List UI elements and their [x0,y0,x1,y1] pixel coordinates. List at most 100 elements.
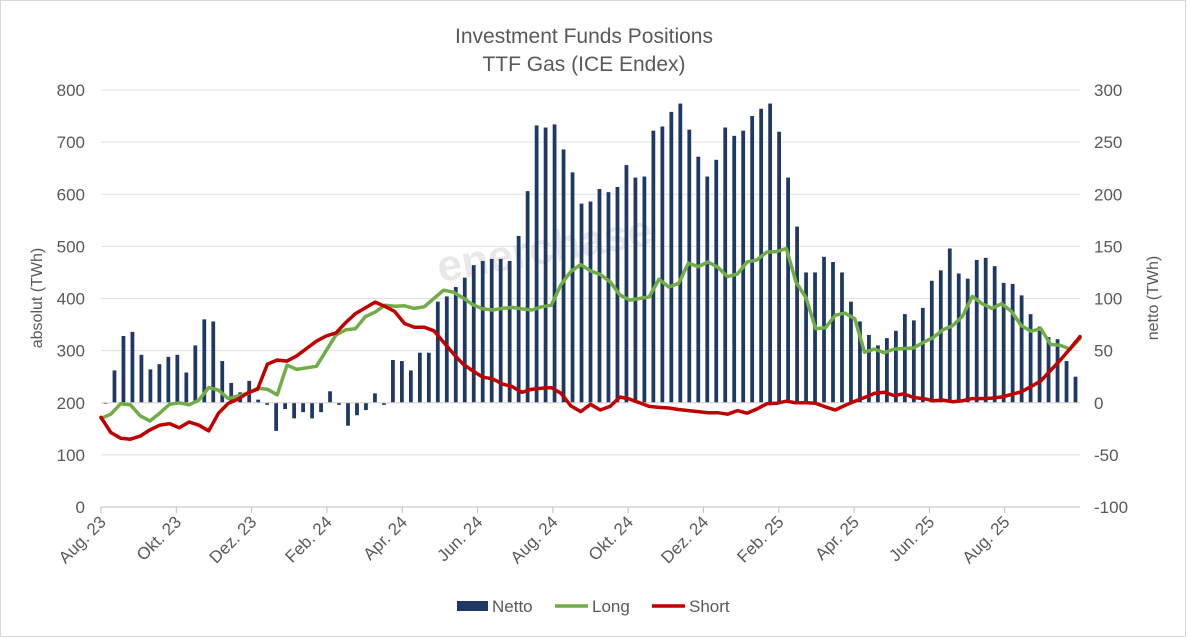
series-lines [99,246,1082,441]
netto-bar [813,272,817,403]
netto-bar [714,159,719,403]
netto-bar [202,319,207,403]
netto-bar [588,201,593,403]
netto-bar [696,156,701,403]
short-line [99,300,1082,441]
y-right-tick-label: 250 [1094,133,1122,152]
netto-bar [651,130,656,403]
netto-bar [669,111,674,403]
netto-bar [1019,295,1024,403]
netto-bar [319,402,323,413]
legend-label-short: Short [689,597,730,616]
netto-bar [876,345,880,403]
netto-bar [1064,361,1069,403]
long-line [99,246,1082,423]
netto-bar [516,235,521,403]
y-left-tick-label: 800 [57,81,85,100]
y-axis-right: -100 -50 0 50 100 150 200 250 300 [1094,81,1128,517]
netto-bar [992,266,997,403]
netto-bar [705,176,710,403]
netto-bar [346,402,350,426]
netto-bar [328,391,332,403]
netto-bar [687,129,692,403]
netto-bar [822,256,826,403]
y-left-tick-label: 500 [57,237,85,256]
y-right-tick-label: 0 [1094,394,1103,413]
netto-bar [732,135,737,403]
netto-bar [804,272,808,403]
netto-bar [777,131,782,403]
netto-bar [391,360,395,403]
netto-bar [660,126,665,403]
netto-bar [435,301,440,403]
netto-bar [911,320,916,403]
netto-bar [561,149,566,403]
netto-bar [220,361,225,403]
netto-bar [1001,282,1006,403]
netto-bar [265,402,270,405]
legend-label-netto: Netto [492,597,533,616]
netto-bar [184,372,189,403]
legend-label-long: Long [592,597,630,616]
netto-bar [579,203,584,403]
netto-bar [283,402,288,410]
netto-bar [929,280,934,403]
legend: Netto Long Short [457,597,730,616]
netto-bar [678,103,683,403]
netto-bar [615,186,620,403]
netto-bar [480,260,485,403]
netto-bar [902,314,907,403]
y-axis-left-title: absolut (TWh) [29,248,46,348]
netto-bar [840,272,844,403]
netto-bar [130,331,135,403]
netto-bar [597,189,602,403]
netto-bar [633,177,638,403]
y-left-tick-label: 600 [57,185,85,204]
netto-bar [938,270,943,403]
netto-bar [1010,283,1015,403]
netto-bar [507,260,512,403]
netto-bar [166,356,171,403]
netto-bar [552,124,557,403]
netto-bar [373,393,377,403]
netto-bar [444,296,449,403]
netto-bar [175,354,180,403]
netto-bar [471,265,476,403]
netto-bar [642,176,647,403]
y-right-tick-label: -50 [1094,446,1119,465]
netto-bar [274,402,279,431]
netto-bar [956,273,961,403]
netto-bar [498,258,503,403]
netto-bar [723,127,728,403]
chart-title: Investment Funds Positions [455,25,713,48]
netto-bar [795,226,799,403]
netto-bar [256,399,261,403]
y-left-tick-label: 700 [57,133,85,152]
y-right-tick-label: 150 [1094,237,1122,256]
y-left-tick-label: 300 [57,342,85,361]
y-axis-right-title: netto (TWh) [1145,256,1162,340]
netto-bar [858,321,862,403]
netto-bar [426,352,431,403]
netto-bar [570,172,575,403]
netto-bar [1055,339,1060,403]
y-right-tick-label: 200 [1094,185,1122,204]
netto-bar [885,338,889,403]
netto-bar [211,321,216,403]
netto-bar [408,370,413,403]
netto-bar [786,177,790,403]
netto-bar [606,192,611,403]
netto-bar [139,354,144,403]
y-left-tick-label: 0 [76,498,85,517]
y-right-tick-label: 300 [1094,81,1122,100]
y-left-tick-label: 100 [57,446,85,465]
netto-bar [1028,314,1033,403]
y-left-tick-label: 400 [57,290,85,309]
netto-bar [624,165,629,403]
netto-bar [489,258,494,403]
chart-subtitle: TTF Gas (ICE Endex) [482,53,685,76]
netto-bar [292,402,296,419]
netto-bar [399,361,404,403]
